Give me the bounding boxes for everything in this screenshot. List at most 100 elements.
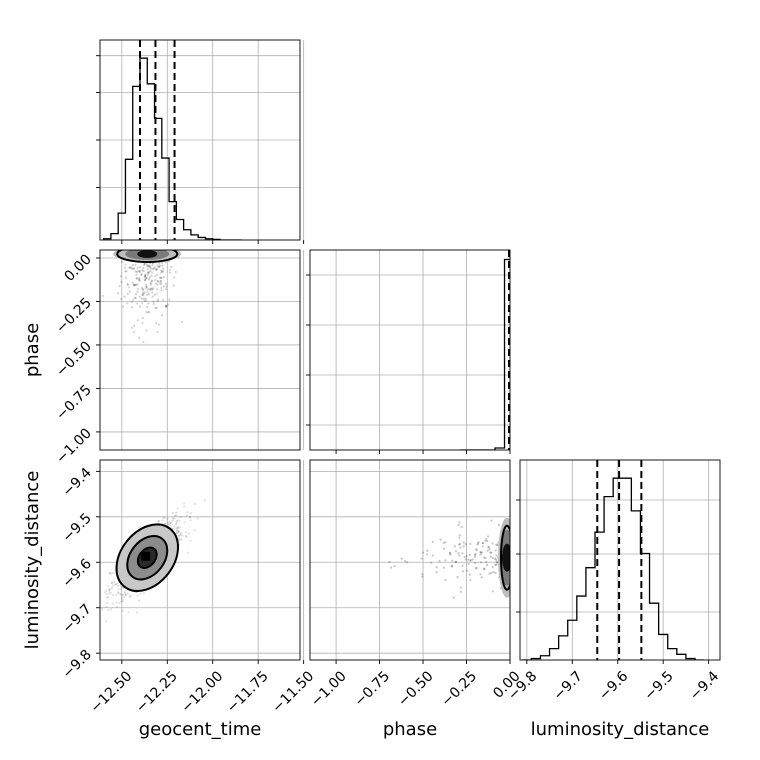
sample-point <box>169 523 172 526</box>
sample-point <box>107 589 111 592</box>
histogram-geocent-time <box>102 57 242 240</box>
sample-point <box>105 589 108 592</box>
sample-point <box>175 531 179 535</box>
sample-point <box>111 593 114 597</box>
sample-point <box>146 271 150 274</box>
sample-point <box>136 319 139 322</box>
sample-point <box>178 526 182 529</box>
sample-point <box>143 278 147 282</box>
sample-point <box>138 271 141 274</box>
sample-point <box>452 596 455 599</box>
sample-point <box>150 280 153 283</box>
sample-point <box>459 590 463 593</box>
sample-point <box>152 267 156 270</box>
sample-point <box>137 599 141 602</box>
sample-point <box>469 542 472 545</box>
sample-point <box>111 584 115 587</box>
sample-point <box>173 514 177 517</box>
sample-point <box>119 275 123 278</box>
sample-point <box>134 263 137 266</box>
sample-point <box>456 576 459 579</box>
sample-point <box>480 576 483 579</box>
sample-point <box>116 292 120 295</box>
sample-point <box>461 564 464 567</box>
sample-point <box>95 620 97 622</box>
sample-point <box>468 573 471 576</box>
sample-point <box>151 291 154 294</box>
sample-point <box>156 280 159 283</box>
sample-point <box>180 320 184 324</box>
sample-point <box>163 517 166 520</box>
sample-point <box>439 538 442 541</box>
sample-point <box>487 545 490 549</box>
sample-point <box>124 270 127 273</box>
sample-point <box>138 265 142 269</box>
sample-point <box>144 273 147 276</box>
sample-point <box>469 559 472 562</box>
sample-point <box>141 288 144 291</box>
sample-point <box>142 266 145 270</box>
sample-point <box>119 297 123 301</box>
sample-point <box>130 266 133 269</box>
sample-point <box>158 276 161 279</box>
sample-point <box>107 609 110 612</box>
sample-point <box>487 546 490 549</box>
sample-point <box>127 611 130 614</box>
sample-point <box>165 305 168 308</box>
sample-point <box>495 543 498 546</box>
sample-point <box>483 568 486 571</box>
sample-point <box>495 560 498 563</box>
sample-point <box>149 267 152 270</box>
axes-frame <box>309 249 511 451</box>
sample-point <box>143 263 146 267</box>
sample-point <box>144 287 147 290</box>
sample-point <box>154 282 158 285</box>
sample-point <box>138 279 141 282</box>
sample-point <box>491 556 494 560</box>
sample-point <box>172 528 175 531</box>
sample-point <box>177 529 180 533</box>
sample-point <box>494 563 498 566</box>
sample-point <box>143 274 147 277</box>
sample-point <box>140 274 143 277</box>
y-tick-label: −9.5 <box>59 510 94 545</box>
sample-point <box>404 559 407 563</box>
sample-point <box>490 571 493 574</box>
sample-point <box>176 526 179 529</box>
sample-point <box>471 558 474 561</box>
sample-point <box>420 557 423 560</box>
sample-point <box>150 283 153 286</box>
sample-point <box>111 602 114 605</box>
sample-point <box>147 293 150 296</box>
sample-point <box>147 271 150 275</box>
sample-point <box>487 535 490 538</box>
sample-point <box>161 519 164 522</box>
sample-point <box>421 573 424 576</box>
sample-point <box>149 287 152 291</box>
y-tick-label: −9.8 <box>59 647 94 682</box>
sample-point <box>130 300 133 304</box>
sample-point <box>133 330 136 334</box>
sample-point <box>152 287 155 290</box>
sample-point <box>164 304 168 307</box>
sample-point <box>139 592 142 595</box>
sample-point <box>153 293 156 296</box>
sample-point <box>121 593 124 597</box>
sample-point <box>136 594 139 597</box>
sample-point <box>168 268 171 271</box>
sample-point <box>94 589 96 591</box>
sample-point <box>150 274 153 277</box>
sample-point <box>486 539 489 543</box>
sample-point <box>115 601 118 604</box>
sample-point <box>134 270 137 273</box>
sample-point <box>176 507 179 510</box>
scatter-group <box>101 250 184 343</box>
sample-point <box>481 541 484 544</box>
sample-point <box>137 278 141 281</box>
sample-point <box>138 525 141 528</box>
sample-point <box>147 288 150 291</box>
sample-point <box>143 262 147 265</box>
sample-point <box>142 297 145 300</box>
sample-point <box>485 560 488 564</box>
sample-point <box>177 526 180 529</box>
